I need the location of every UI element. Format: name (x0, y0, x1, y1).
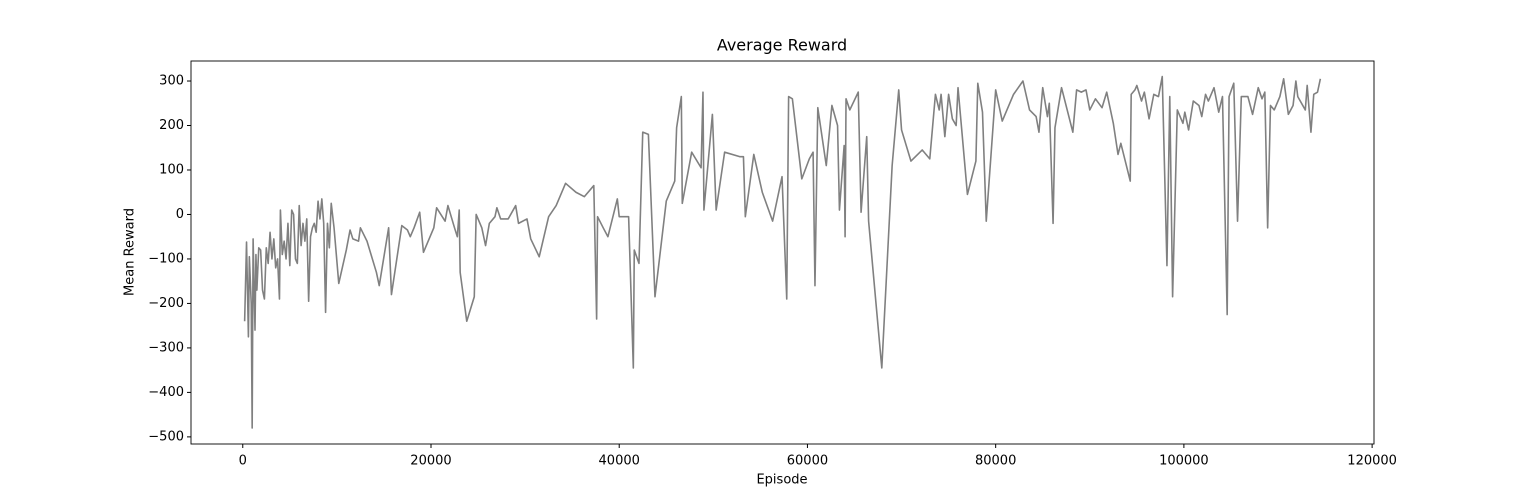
x-axis-label: Episode (756, 473, 807, 488)
y-tick-label: −500 (148, 429, 184, 444)
y-tick-label: −400 (148, 385, 184, 400)
y-tick-label: 200 (159, 118, 184, 133)
data-line (243, 75, 1322, 429)
y-axis-label: Mean Reward (123, 208, 138, 296)
y-tick-label: −200 (148, 296, 184, 311)
x-tick-label: 100000 (1159, 454, 1209, 469)
plot-frame (190, 60, 1375, 445)
y-tick-label: −300 (148, 340, 184, 355)
chart-title: Average Reward (717, 36, 847, 55)
y-tick-label: −100 (148, 251, 184, 266)
x-tick-label: 60000 (787, 454, 828, 469)
x-tick-label: 40000 (599, 454, 640, 469)
y-tick-label: 0 (176, 207, 184, 222)
x-tick-label: 80000 (975, 454, 1016, 469)
x-tick-label: 20000 (410, 454, 451, 469)
y-tick-label: 300 (159, 74, 184, 89)
y-tick-label: 100 (159, 162, 184, 177)
x-tick-label: 120000 (1347, 454, 1397, 469)
x-tick-label: 0 (239, 454, 247, 469)
